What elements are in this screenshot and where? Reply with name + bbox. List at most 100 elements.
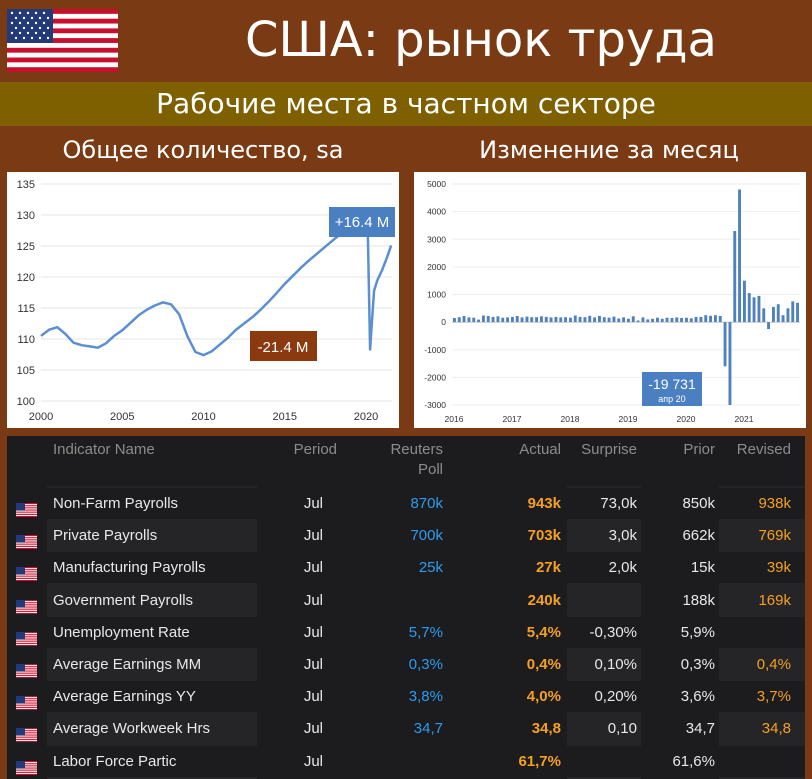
bar bbox=[530, 317, 534, 323]
revised-cell: 34,8 bbox=[761, 720, 791, 738]
x-tick-label: 2005 bbox=[110, 411, 134, 423]
surprise-cell: 0,20% bbox=[594, 688, 637, 706]
prior-cell: 850k bbox=[682, 495, 715, 512]
table-row[interactable]: Average Earnings MM Jul 0,3% 0,4% 0,10% 0,3% 0… bbox=[7, 649, 805, 680]
bar bbox=[757, 295, 761, 323]
revised-cell: 938k bbox=[758, 495, 791, 512]
indicator-name: Private Payrolls bbox=[53, 527, 158, 545]
header-revised[interactable]: Revised bbox=[736, 441, 791, 458]
y-tick-label: 110 bbox=[17, 334, 35, 346]
table-row[interactable]: Average Workweek Hrs Jul 34,7 34,8 0,10 34,7 3… bbox=[7, 713, 805, 744]
header-indicator-name[interactable]: Indicator Name bbox=[53, 441, 155, 458]
table-row[interactable]: Average Earnings YY Jul 3,8% 4,0% 0,20% 3,6% 3… bbox=[7, 681, 805, 713]
prior-cell: 61,6% bbox=[672, 752, 715, 770]
header: США: рынок труда bbox=[0, 0, 812, 80]
period-cell: Jul bbox=[303, 495, 323, 512]
bar bbox=[540, 316, 543, 323]
table-row[interactable]: Labor Force Partic Jul 61,7% 61,6% bbox=[7, 745, 805, 777]
annotation-trough: -19 731 апр 20 bbox=[642, 372, 702, 406]
x-tick-label: 2019 bbox=[619, 414, 638, 424]
bar bbox=[598, 316, 601, 323]
prior-cell: 5,9% bbox=[680, 623, 715, 641]
y-tick-label: -1000 bbox=[424, 345, 446, 355]
header-surprise[interactable]: Surprise bbox=[581, 441, 637, 458]
series-line bbox=[40, 216, 393, 357]
period-cell: Jul bbox=[303, 591, 323, 609]
period-cell: Jul bbox=[303, 623, 323, 641]
bar bbox=[627, 318, 630, 323]
surprise-cell: 73,0k bbox=[600, 495, 637, 512]
x-tick-label: 2020 bbox=[354, 411, 378, 423]
bar bbox=[685, 317, 688, 323]
period-cell: Jul bbox=[303, 688, 323, 706]
poll-cell: 3,8% bbox=[408, 688, 443, 706]
bar bbox=[554, 316, 558, 323]
y-tick-label: 2000 bbox=[427, 262, 446, 272]
poll-cell: 870k bbox=[410, 495, 443, 512]
table-row[interactable]: Manufacturing Payrolls Jul 25k 27k 2,0k 15k 39… bbox=[7, 552, 805, 584]
us-flag-icon bbox=[16, 722, 37, 743]
bar bbox=[535, 317, 538, 323]
bar bbox=[462, 316, 466, 323]
x-tick-label: 2020 bbox=[677, 414, 696, 424]
bar bbox=[743, 280, 746, 323]
annotation-sublabel: апр 20 bbox=[658, 394, 685, 404]
bar bbox=[656, 317, 659, 323]
bar bbox=[772, 306, 775, 323]
annotation-box bbox=[250, 331, 317, 361]
us-flag-icon bbox=[16, 690, 37, 711]
left-chart-title: Общее количество, sa bbox=[62, 136, 344, 164]
x-tick-label: 2016 bbox=[445, 414, 464, 424]
period-cell: Jul bbox=[303, 527, 323, 545]
bar bbox=[689, 318, 693, 323]
bar-chart: -3000 -2000 -1000 0 1000 2000 3000 4000 5000 2016… bbox=[424, 179, 800, 424]
poll-cell: 700k bbox=[410, 527, 443, 545]
bar bbox=[564, 317, 567, 323]
header-poll-line1[interactable]: Reuters bbox=[390, 441, 443, 458]
table-row[interactable]: Private Payrolls Jul 700k 703k 3,0k 662k 769k bbox=[7, 520, 805, 551]
y-tick-label: 105 bbox=[17, 365, 35, 377]
header-period[interactable]: Period bbox=[293, 441, 337, 458]
us-flag-icon bbox=[16, 497, 37, 517]
y-tick-label: 125 bbox=[17, 241, 35, 253]
table-row[interactable]: Unemployment Rate Jul 5,7% 5,4% -0,30% 5,9% bbox=[7, 616, 805, 648]
bar bbox=[515, 316, 519, 323]
header-prior[interactable]: Prior bbox=[683, 441, 715, 458]
poll-cell bbox=[367, 746, 443, 777]
header-poll-line2[interactable]: Poll bbox=[417, 461, 443, 478]
prior-cell: 662k bbox=[682, 527, 715, 545]
us-flag-icon bbox=[16, 594, 37, 614]
bar bbox=[457, 317, 461, 323]
bar bbox=[607, 317, 611, 323]
bar bbox=[733, 231, 737, 323]
x-tick-label: 2021 bbox=[735, 414, 754, 424]
prior-cell: 34,7 bbox=[685, 720, 715, 738]
subtitle-bar: Рабочие места в частном секторе bbox=[0, 82, 812, 126]
annotation-box bbox=[329, 207, 395, 237]
prior-cell: 15k bbox=[690, 559, 715, 577]
bar bbox=[762, 308, 766, 323]
bar bbox=[612, 316, 616, 323]
revised-cell bbox=[719, 617, 791, 648]
table-row[interactable]: Non-Farm Payrolls Jul 870k 943k 73,0k 850k 938… bbox=[7, 488, 805, 519]
annotation-decrease: -21.4 M bbox=[250, 331, 317, 361]
poll-cell: 34,7 bbox=[413, 720, 443, 738]
bar bbox=[631, 316, 635, 323]
bar bbox=[506, 317, 509, 323]
bar bbox=[593, 317, 596, 323]
page-title: США: рынок труда bbox=[245, 12, 717, 68]
bar bbox=[569, 317, 572, 323]
annotation-box bbox=[642, 372, 702, 406]
bar bbox=[588, 315, 592, 323]
table-row[interactable]: Government Payrolls Jul 240k 188k 169k bbox=[7, 585, 805, 616]
revised-cell: 3,7% bbox=[756, 688, 791, 706]
header-actual[interactable]: Actual bbox=[519, 441, 561, 458]
bar bbox=[728, 322, 732, 405]
actual-cell: 61,7% bbox=[518, 752, 561, 770]
bar bbox=[467, 317, 471, 323]
surprise-cell: 0,10% bbox=[594, 656, 637, 673]
bar bbox=[675, 317, 679, 323]
indicator-name: Labor Force Partic bbox=[53, 752, 177, 770]
indicator-name: Average Earnings YY bbox=[53, 688, 196, 706]
bar bbox=[641, 317, 645, 323]
